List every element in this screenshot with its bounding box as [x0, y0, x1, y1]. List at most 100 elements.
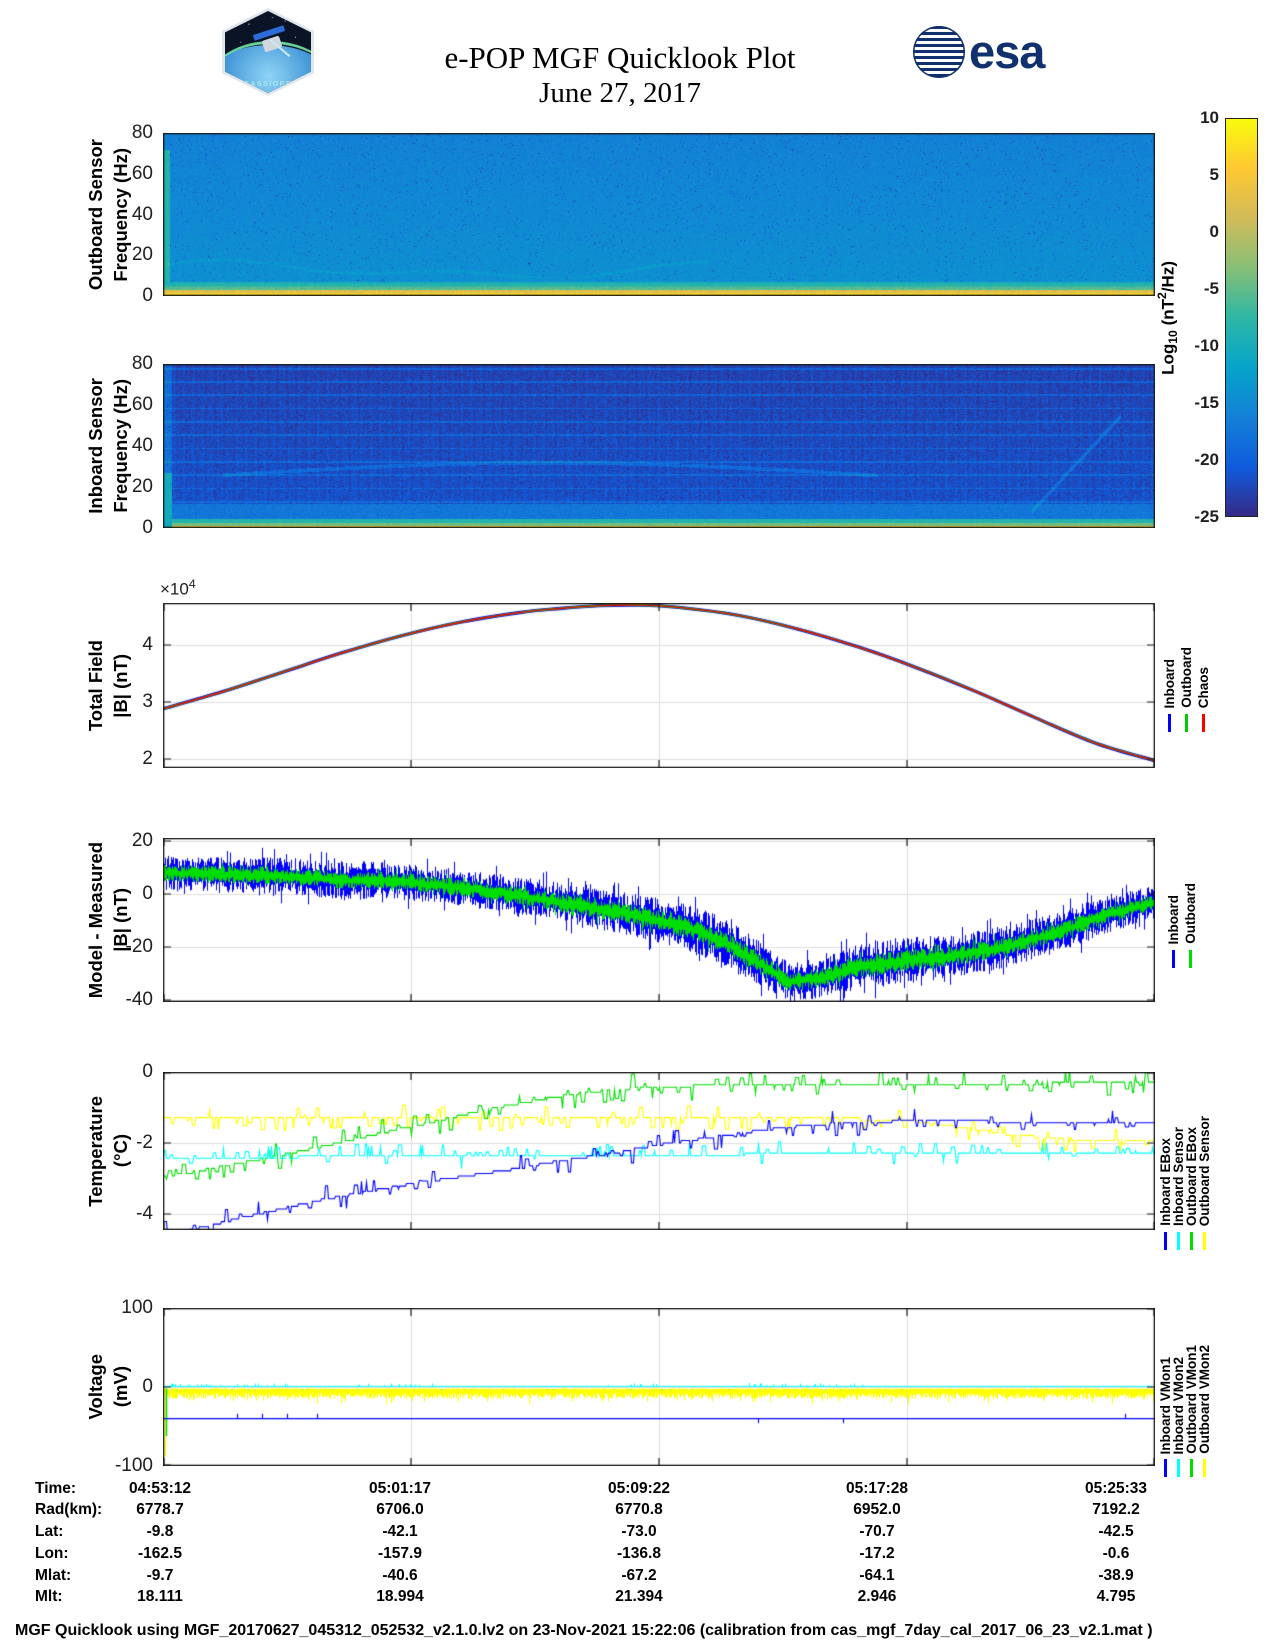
table-cell: -38.9	[1098, 1567, 1134, 1584]
table-cell: -9.8	[146, 1523, 174, 1540]
table-cell: -40.6	[382, 1567, 418, 1584]
patch-background: CASSIOPE	[225, 11, 311, 93]
table-row-label: Mlt:	[35, 1588, 63, 1605]
colorbar-tick: -25	[1194, 507, 1219, 526]
table-cell: -42.5	[1098, 1523, 1134, 1540]
table-row-label: Rad(km):	[35, 1501, 103, 1518]
colorbar-tick: 10	[1200, 108, 1219, 127]
legend-label-outboard-vmon2: Outboard VMon2	[1197, 1345, 1212, 1454]
ytick: 0	[142, 1061, 153, 1082]
ytick: 60	[131, 394, 153, 415]
legend-swatch-outboard-sensor	[1203, 1232, 1206, 1250]
table-cell: -42.1	[382, 1523, 418, 1540]
legend-label-chaos: Chaos	[1196, 666, 1211, 708]
esa-logo: esa	[913, 25, 1045, 78]
legend-swatch-outboard-vmon1	[1190, 1459, 1193, 1477]
legend-swatch-inboard-vmon1	[1164, 1459, 1167, 1477]
table-row-label: Lon:	[35, 1545, 69, 1562]
table-cell: -157.9	[378, 1545, 422, 1562]
table-row-label: Mlat:	[35, 1567, 72, 1584]
model-measured-canvas	[163, 838, 1155, 1002]
esa-globe-icon	[913, 26, 965, 78]
colorbar	[1225, 118, 1258, 517]
table-cell: -67.2	[621, 1567, 657, 1584]
table-cell: -0.6	[1102, 1545, 1130, 1562]
ytick: 20	[131, 830, 153, 851]
legend-swatch-inboard-vmon2	[1177, 1459, 1180, 1477]
colorbar-tick: -5	[1203, 279, 1219, 298]
plot-date: June 27, 2017	[539, 77, 701, 109]
table-cell: 04:53:12	[128, 1480, 192, 1497]
table-row-label: Time:	[35, 1480, 77, 1497]
legend-label-outboard: Outboard	[1179, 647, 1194, 708]
legend-swatch-outboard	[1185, 714, 1188, 732]
legend-swatch-inboard	[1172, 950, 1175, 968]
table-row-label: Lat:	[35, 1523, 64, 1540]
legend-swatch-inboard-sensor	[1177, 1232, 1180, 1250]
colorbar-tick: 5	[1209, 165, 1219, 184]
ytick: 3	[142, 691, 153, 712]
table-cell: -162.5	[138, 1545, 182, 1562]
legend-swatch-outboard-vmon2	[1203, 1459, 1206, 1477]
page-title: e-POP MGF Quicklook Plot	[444, 40, 796, 75]
table-cell: 05:17:28	[845, 1480, 909, 1497]
table-cell: 6706.0	[376, 1501, 424, 1518]
title-block: e-POP MGF Quicklook Plot June 27, 2017	[340, 40, 900, 110]
ytick: 20	[131, 244, 153, 265]
legend-swatch-outboard-ebox	[1190, 1232, 1193, 1250]
legend-label-outboard: Outboard	[1183, 883, 1198, 944]
ytick: 0	[142, 517, 153, 538]
ytick: 2	[142, 748, 153, 769]
table-cell: -9.7	[146, 1567, 174, 1584]
table-cell: 21.394	[615, 1588, 663, 1605]
table-cell: 2.946	[857, 1588, 897, 1605]
y-axis-exponent: ×104	[160, 577, 196, 599]
table-cell: 6778.7	[136, 1501, 184, 1518]
ytick: 40	[131, 204, 153, 225]
legend-label-outboard-sensor: Outboard Sensor	[1197, 1115, 1212, 1226]
ytick: 0	[142, 883, 153, 904]
ytick: 4	[142, 634, 153, 655]
table-cell: 05:09:22	[607, 1480, 671, 1497]
ytick: -20	[125, 936, 153, 957]
voltage-canvas	[163, 1308, 1155, 1466]
ytick: 40	[131, 435, 153, 456]
total-field-canvas	[163, 603, 1155, 768]
ytick: 20	[131, 476, 153, 497]
table-cell: 18.994	[376, 1588, 424, 1605]
colorbar-tick: -20	[1194, 450, 1219, 469]
cassiope-mission-patch-logo: CASSIOPE	[222, 8, 314, 96]
esa-logo-text: esa	[969, 25, 1045, 78]
ytick: -40	[125, 989, 153, 1010]
model-measured-ylabel: Model - Measured |B| (nT)	[84, 841, 131, 999]
ytick: 100	[121, 1297, 153, 1318]
table-cell: 6770.8	[615, 1501, 663, 1518]
legend-swatch-chaos	[1202, 714, 1205, 732]
outboard-spectrogram-canvas	[163, 133, 1155, 296]
table-cell: -64.1	[859, 1567, 895, 1584]
total-field-ylabel: Total Field |B| (nT)	[84, 639, 131, 732]
colorbar-tick: 0	[1209, 222, 1219, 241]
inboard-spectrogram-canvas	[163, 364, 1155, 528]
legend-label-inboard: Inboard	[1162, 658, 1177, 709]
table-cell: -136.8	[617, 1545, 661, 1562]
ytick: 80	[131, 122, 153, 143]
table-cell: -70.7	[859, 1523, 895, 1540]
ytick: -2	[136, 1132, 153, 1153]
table-cell: 4.795	[1096, 1588, 1136, 1605]
ytick: 60	[131, 163, 153, 184]
table-cell: 05:25:33	[1084, 1480, 1148, 1497]
legend-swatch-inboard-ebox	[1164, 1232, 1167, 1250]
patch-mission-name: CASSIOPE	[243, 81, 293, 88]
footer-provenance-text: MGF Quicklook using MGF_20170627_045312_…	[15, 1622, 1153, 1639]
colorbar-tick: -15	[1194, 393, 1219, 412]
ytick: 0	[142, 285, 153, 306]
table-cell: 18.111	[137, 1588, 183, 1605]
ytick: 80	[131, 353, 153, 374]
legend-swatch-inboard	[1168, 714, 1171, 732]
table-cell: -73.0	[621, 1523, 657, 1540]
table-cell: 05:01:17	[368, 1480, 432, 1497]
table-cell: 6952.0	[853, 1501, 901, 1518]
ytick: 0	[142, 1376, 153, 1397]
